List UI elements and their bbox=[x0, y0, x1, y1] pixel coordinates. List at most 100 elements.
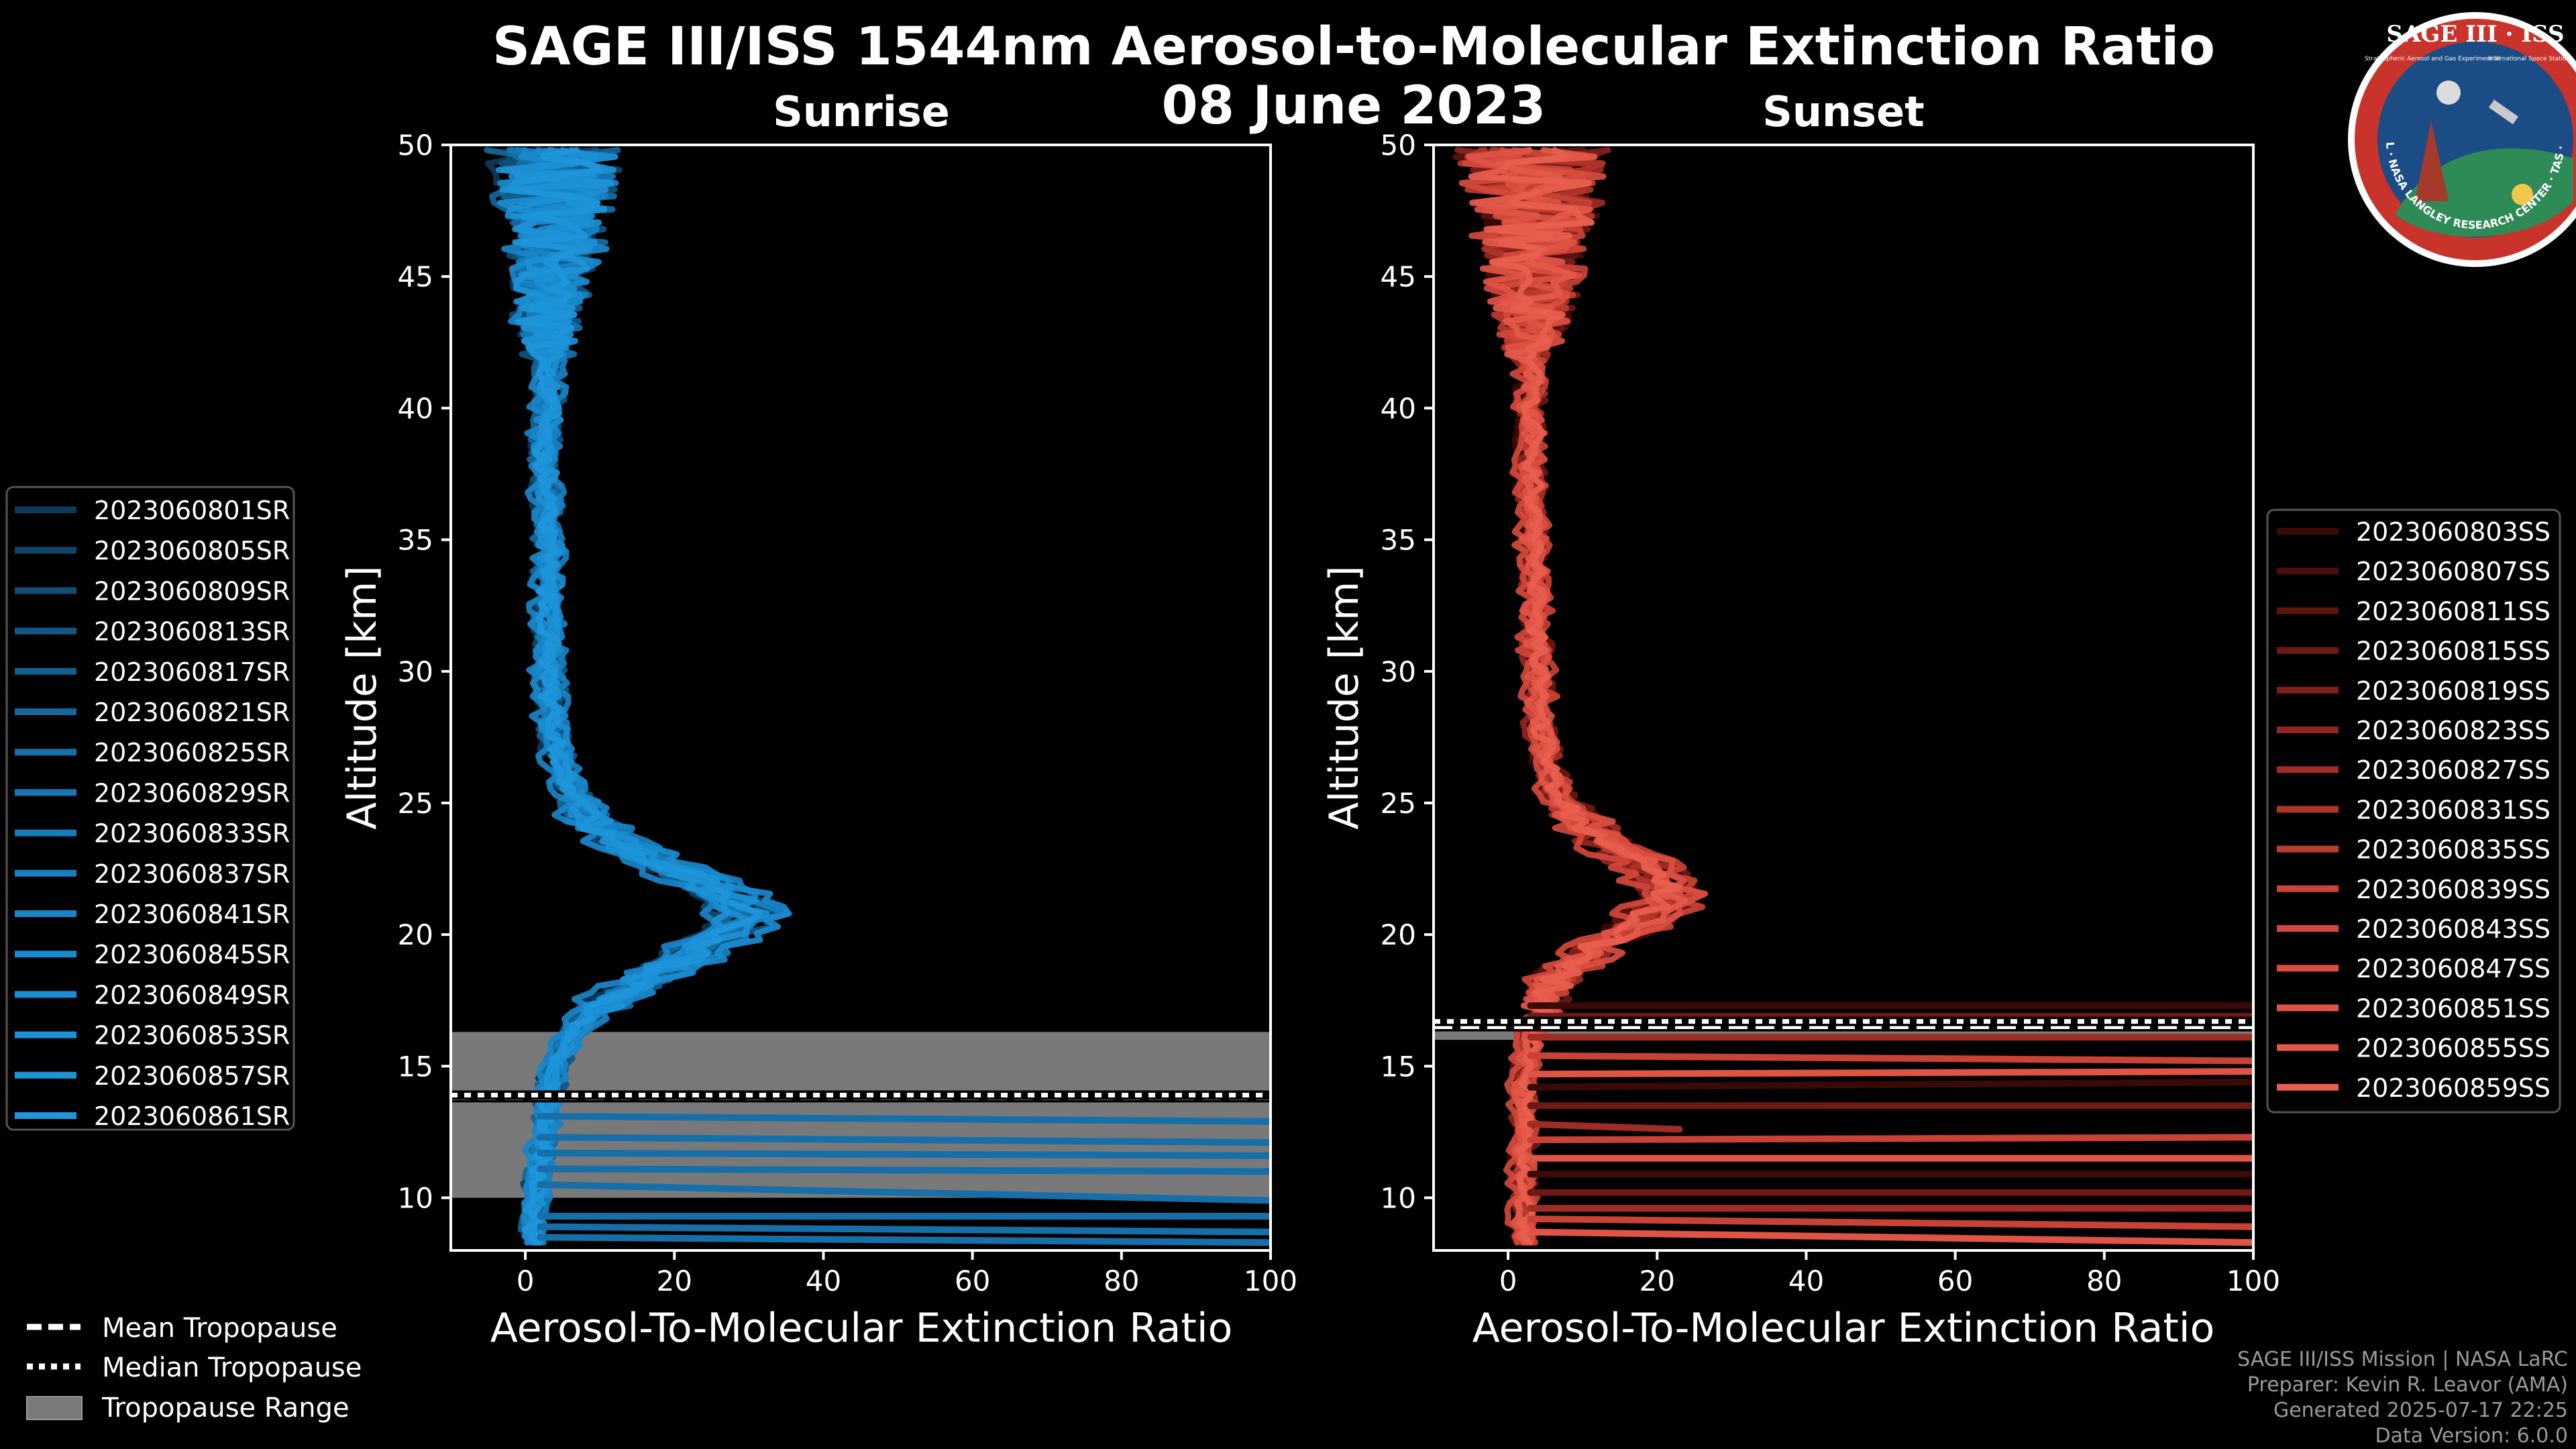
sunset-y-tick-label: 25 bbox=[1381, 787, 1416, 820]
credit-data-version: Data Version: 6.0.0 bbox=[2375, 1424, 2568, 1448]
sunset-y-tick-label: 20 bbox=[1381, 918, 1416, 951]
sunrise-x-tick-label: 0 bbox=[517, 1265, 535, 1297]
sunset-y-tick-label: 30 bbox=[1381, 655, 1416, 688]
sunset-excursion-line bbox=[1527, 1134, 2253, 1144]
sunset-legend-label: 2023060807SS bbox=[2356, 557, 2551, 586]
sunrise-x-tick-label: 20 bbox=[657, 1265, 692, 1297]
sunrise-x-axis-label: Aerosol-To-Molecular Extinction Ratio bbox=[490, 1305, 1233, 1352]
sunrise-legend-label: 2023060853SR bbox=[94, 1021, 290, 1051]
sunset-excursion-line bbox=[1527, 1215, 2253, 1230]
sunset-legend-label: 2023060831SS bbox=[2356, 795, 2551, 824]
sunrise-legend-label: 2023060833SR bbox=[94, 819, 290, 849]
sunset-x-tick-label: 40 bbox=[1788, 1265, 1824, 1297]
patch-subtitle-right: International Space Station bbox=[2488, 56, 2571, 62]
sunrise-excursion-line bbox=[537, 1165, 1271, 1175]
sunset-legend-box bbox=[2266, 508, 2561, 1114]
sunrise-legend-label: 2023060805SR bbox=[94, 536, 290, 566]
sunset-series-line bbox=[1465, 147, 1684, 1246]
sunrise-plot: 0 20 40 60 80 100 10 15 20 25 30 35 40 45 50 bbox=[398, 129, 1298, 1297]
sunrise-y-tick-label: 35 bbox=[398, 524, 433, 557]
patch-figure-icon bbox=[2415, 121, 2449, 201]
sunset-legend-label: 2023060859SS bbox=[2356, 1073, 2551, 1103]
sunset-legend-label: 2023060839SS bbox=[2356, 875, 2551, 904]
credit-preparer: Preparer: Kevin R. Leavor (AMA) bbox=[2247, 1373, 2568, 1397]
tropopause-range-swatch bbox=[26, 1396, 83, 1420]
sunrise-panel-title: Sunrise bbox=[773, 87, 950, 136]
patch-name: SAGE III · ISS bbox=[2386, 21, 2564, 48]
sunrise-y-axis-label: Altitude [km] bbox=[339, 566, 386, 830]
sunrise-y-tick-label: 25 bbox=[398, 787, 433, 820]
sunset-plot-background bbox=[1434, 145, 2253, 1250]
sunrise-legend-label: 2023060861SR bbox=[94, 1102, 290, 1131]
sunset-y-tick-label: 40 bbox=[1381, 392, 1416, 425]
sunrise-excursion-line bbox=[537, 1181, 1271, 1204]
sunrise-y-tick-label: 15 bbox=[398, 1050, 433, 1083]
sunset-x-tick-label: 0 bbox=[1499, 1265, 1517, 1297]
sunrise-excursion-line bbox=[537, 1134, 1271, 1146]
sunrise-excursion-line bbox=[537, 1112, 1271, 1125]
sunrise-legend-label: 2023060801SR bbox=[94, 496, 290, 525]
sunrise-legend-label: 2023060813SR bbox=[94, 617, 290, 647]
sunrise-excursion-line bbox=[537, 1149, 1271, 1159]
sunset-x-tick-label: 80 bbox=[2086, 1265, 2122, 1297]
sunrise-legend-label: 2023060825SR bbox=[94, 738, 290, 767]
sunrise-x-tick-label: 100 bbox=[1244, 1265, 1297, 1297]
sunrise-legend: 2023060801SR 2023060805SR 2023060809SR 2023… bbox=[5, 486, 295, 1131]
sunset-legend-label: 2023060855SS bbox=[2356, 1034, 2551, 1063]
sunset-x-tick-label: 20 bbox=[1640, 1265, 1675, 1297]
sunrise-legend-label: 2023060849SR bbox=[94, 980, 290, 1010]
sunrise-y-tick-label: 50 bbox=[398, 129, 433, 162]
credits: SAGE III/ISS Mission | NASA LaRC Prepare… bbox=[2237, 1348, 2568, 1448]
mean-tropopause-label: Mean Tropopause bbox=[102, 1313, 337, 1344]
sunrise-legend-label: 2023060821SR bbox=[94, 698, 290, 727]
sunrise-x-tick-label: 60 bbox=[955, 1265, 990, 1297]
figure-title: SAGE III/ISS 1544nm Aerosol-to-Molecular… bbox=[492, 17, 2215, 77]
figure-date: 08 June 2023 bbox=[1162, 76, 1546, 136]
sunset-excursion-line bbox=[1527, 1052, 2253, 1065]
sunset-excursion-line bbox=[1527, 1120, 1683, 1133]
sunrise-legend-label: 2023060829SR bbox=[94, 778, 290, 808]
credit-mission: SAGE III/ISS Mission | NASA LaRC bbox=[2237, 1348, 2568, 1371]
sunset-y-axis-label: Altitude [km] bbox=[1321, 566, 1368, 830]
sunset-legend-label: 2023060847SS bbox=[2356, 954, 2551, 983]
sunrise-legend-label: 2023060857SR bbox=[94, 1061, 290, 1091]
sunset-y-tick-label: 10 bbox=[1381, 1182, 1416, 1215]
patch-moon-icon bbox=[2436, 80, 2461, 105]
sunset-y-tick-label: 50 bbox=[1381, 129, 1416, 162]
sunset-x-axis-label: Aerosol-To-Molecular Extinction Ratio bbox=[1472, 1305, 2215, 1352]
sunset-series-line bbox=[1468, 147, 1680, 1246]
sunset-legend-label: 2023060815SS bbox=[2356, 637, 2551, 666]
sunset-legend-label: 2023060823SS bbox=[2356, 716, 2551, 745]
sunrise-excursion-line bbox=[537, 1234, 1271, 1246]
sunrise-y-tick-label: 30 bbox=[398, 655, 433, 688]
sunrise-y-tick-label: 10 bbox=[398, 1182, 433, 1215]
sunrise-series-line bbox=[507, 147, 762, 1246]
sunrise-y-tick-label: 45 bbox=[398, 260, 433, 293]
sunset-excursion-line bbox=[1527, 1228, 2253, 1246]
sunset-y-tick-label: 15 bbox=[1381, 1050, 1416, 1083]
tropopause-range-label: Tropopause Range bbox=[101, 1393, 350, 1424]
sunrise-legend-label: 2023060809SR bbox=[94, 576, 290, 606]
sunset-x-tick-label: 100 bbox=[2226, 1265, 2280, 1297]
sunset-legend-label: 2023060851SS bbox=[2356, 994, 2551, 1023]
patch-sun-icon bbox=[2512, 184, 2533, 205]
sunrise-x-tick-label: 40 bbox=[806, 1265, 841, 1297]
median-tropopause-label: Median Tropopause bbox=[102, 1352, 362, 1383]
sunrise-x-tick-label: 80 bbox=[1104, 1265, 1139, 1297]
credit-generated: Generated 2025-07-17 22:25 bbox=[2273, 1399, 2568, 1422]
sunrise-legend-label: 2023060837SR bbox=[94, 859, 290, 889]
sunrise-legend-label: 2023060841SR bbox=[94, 900, 290, 929]
sunrise-excursion-line bbox=[537, 1223, 1271, 1236]
sunrise-y-tick-label: 20 bbox=[398, 918, 433, 951]
sunrise-series-line bbox=[499, 147, 731, 1246]
sunrise-y-tick-label: 40 bbox=[398, 392, 433, 425]
sunset-legend-label: 2023060835SS bbox=[2356, 835, 2551, 865]
sunset-panel-title: Sunset bbox=[1762, 87, 1925, 136]
sunset-excursion-line bbox=[1527, 1078, 2253, 1091]
sunset-excursion-line bbox=[1527, 1068, 2253, 1078]
patch-satellite-icon bbox=[2488, 99, 2519, 125]
sunset-legend-label: 2023060843SS bbox=[2356, 914, 2551, 944]
patch-subtitle-left: Stratospheric Aerosol and Gas Experiment… bbox=[2365, 56, 2500, 62]
sunset-plot-frame bbox=[1432, 144, 2255, 1252]
